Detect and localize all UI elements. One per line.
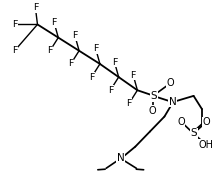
Text: S: S (190, 128, 197, 139)
Text: F: F (131, 71, 136, 80)
Text: F: F (47, 46, 53, 55)
Text: F: F (68, 59, 73, 68)
Text: N: N (117, 153, 125, 163)
Text: O: O (167, 78, 174, 88)
Text: OH: OH (199, 140, 214, 150)
Text: F: F (93, 44, 98, 53)
Text: F: F (12, 20, 17, 29)
Text: F: F (126, 99, 132, 108)
Text: F: F (108, 86, 113, 95)
Text: O: O (148, 106, 156, 116)
Text: F: F (72, 31, 78, 40)
Text: N: N (169, 96, 177, 107)
Text: O: O (177, 117, 185, 127)
Text: F: F (112, 58, 117, 67)
Text: S: S (151, 91, 157, 101)
Text: F: F (12, 46, 17, 55)
Text: O: O (202, 117, 210, 127)
Text: F: F (89, 73, 94, 82)
Text: F: F (33, 3, 38, 12)
Text: F: F (51, 18, 57, 27)
